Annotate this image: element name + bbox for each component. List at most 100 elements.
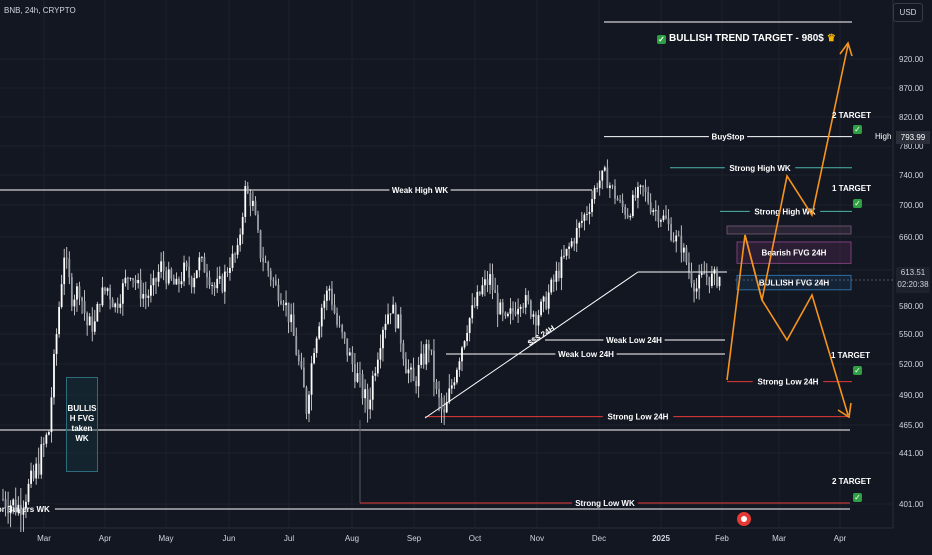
candle-body <box>226 271 229 273</box>
candle-body <box>119 303 122 308</box>
y-tick-label: 820.00 <box>899 113 924 122</box>
candle-body <box>471 305 474 319</box>
target-1-upper-label: 1 TARGET <box>832 184 871 193</box>
candle-body <box>708 276 711 286</box>
candle-body <box>591 199 593 213</box>
candle-body <box>333 304 336 314</box>
arrow-head <box>837 402 852 419</box>
level-label: BuyStop <box>712 133 745 142</box>
candle-body <box>481 285 484 295</box>
target-1-lower-label: 1 TARGET <box>831 351 870 360</box>
high-price-tag: 793.99 <box>896 131 930 144</box>
level-label-bg <box>724 162 796 173</box>
candle-body <box>583 214 586 221</box>
candle-body <box>634 194 637 198</box>
candle-body <box>137 279 140 284</box>
candle-body <box>236 245 239 255</box>
candle-body <box>629 216 632 218</box>
candle-body <box>616 198 619 201</box>
currency-button[interactable]: USD <box>893 3 923 22</box>
current-price-tag: 613.51 02:20:38 <box>896 267 930 293</box>
candle-body <box>427 344 430 350</box>
level-label-bg <box>0 504 55 514</box>
candle-body <box>42 443 45 445</box>
candle-body <box>654 210 657 211</box>
x-tick-label: Nov <box>530 534 544 543</box>
candle-body <box>195 270 198 278</box>
candle-body <box>147 295 150 298</box>
event-marker-dot <box>741 516 747 522</box>
candle-body <box>509 308 512 314</box>
candle-body <box>325 290 328 301</box>
candle-body <box>144 294 147 298</box>
candle-body <box>425 344 428 365</box>
candle-body <box>698 274 701 289</box>
candle-body <box>351 352 354 365</box>
candle-body <box>478 291 481 295</box>
candle-body <box>272 279 275 281</box>
candle-body <box>550 279 553 293</box>
candle-body <box>241 216 244 235</box>
candle-body <box>139 279 142 299</box>
candle-body <box>512 308 514 312</box>
candle-body <box>129 278 132 280</box>
candle-body <box>341 325 344 333</box>
level-label-bg <box>555 349 617 359</box>
x-tick-label: Mar <box>37 534 51 543</box>
projection-path <box>726 44 849 381</box>
candle-body <box>40 444 43 475</box>
candle-body <box>354 364 356 382</box>
candle-body <box>336 313 338 325</box>
candle-body <box>150 285 152 296</box>
candle-body <box>285 302 287 306</box>
candle-body <box>198 257 201 271</box>
level-label: Strong High WK <box>754 207 816 216</box>
candle-body <box>262 258 264 262</box>
candle-body <box>631 194 634 217</box>
candle-body <box>565 248 568 256</box>
y-tick-label: 870.00 <box>899 84 924 93</box>
candle-body <box>244 185 247 217</box>
candle-body <box>379 348 382 360</box>
level-label-bg <box>603 335 665 345</box>
candle-body <box>234 253 236 255</box>
x-tick-label: Oct <box>469 534 482 543</box>
candle-body <box>410 367 412 370</box>
candle-body <box>53 353 55 398</box>
candle-body <box>438 389 440 398</box>
candle-body <box>693 283 695 292</box>
candle-body <box>2 498 4 500</box>
candle-body <box>162 261 165 272</box>
candle-body <box>239 234 242 246</box>
candle-body <box>318 326 321 339</box>
candle-body <box>496 292 499 315</box>
candle-body <box>83 301 86 314</box>
candle-body <box>142 294 145 299</box>
candle-body <box>86 313 89 326</box>
candle-body <box>415 380 417 387</box>
candle-body <box>267 262 270 271</box>
candle-body <box>58 307 60 335</box>
candle-body <box>155 278 157 282</box>
candle-body <box>300 361 303 368</box>
candle-body <box>30 470 32 484</box>
candle-body <box>277 284 280 301</box>
fvg-zone-label: BULLISH FVG 24H <box>759 279 829 288</box>
candle-body <box>346 338 349 356</box>
candle-body <box>252 200 254 206</box>
candle-body <box>665 215 667 219</box>
crown-icon: ♛ <box>826 33 836 44</box>
x-tick-label: Mar <box>772 534 786 543</box>
candle-body <box>127 277 129 279</box>
trend-target-label: ✓ BULLISH TREND TARGET - 980$ ♛ <box>657 33 836 44</box>
x-tick-label: Aug <box>345 534 359 543</box>
candle-body <box>466 332 468 342</box>
level-label: Weak High WK <box>392 186 449 195</box>
candle-body <box>249 193 252 206</box>
level-label: Strong High WK <box>729 164 791 173</box>
y-tick-label: 780.00 <box>899 142 924 151</box>
candle-body <box>450 385 453 389</box>
candle-body <box>609 185 611 188</box>
